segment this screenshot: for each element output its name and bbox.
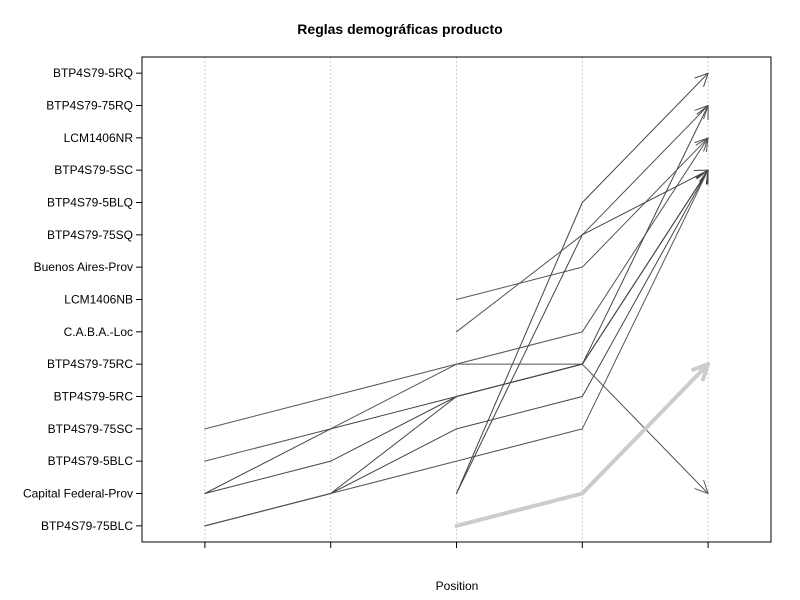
series-arrowhead bbox=[691, 362, 711, 382]
y-tick-label: LCM1406NR bbox=[64, 131, 134, 145]
x-axis bbox=[204, 542, 709, 548]
series-12 bbox=[454, 362, 711, 528]
y-tick-label: BTP4S79-5RC bbox=[54, 390, 134, 404]
series-11 bbox=[456, 169, 709, 494]
series-line bbox=[456, 137, 709, 300]
series-arrowhead bbox=[694, 72, 709, 87]
y-tick-label: BTP4S79-75RC bbox=[47, 357, 133, 371]
series-line bbox=[454, 362, 711, 528]
series-arrowhead bbox=[694, 137, 709, 152]
y-tick-label: BTP4S79-75SC bbox=[48, 422, 134, 436]
y-tick-label: BTP4S79-75SQ bbox=[47, 228, 133, 242]
series-line bbox=[204, 137, 709, 462]
y-tick-label: BTP4S79-5SC bbox=[54, 163, 133, 177]
series-arrowhead bbox=[694, 105, 709, 120]
series-line bbox=[204, 169, 709, 527]
y-tick-label: BTP4S79-5RQ bbox=[53, 66, 133, 80]
series-arrowhead bbox=[694, 479, 709, 494]
y-tick-label: C.A.B.A.-Loc bbox=[64, 325, 133, 339]
y-tick-label: BTP4S79-75RQ bbox=[46, 99, 133, 113]
y-tick-label: LCM1406NB bbox=[64, 293, 133, 307]
y-axis: BTP4S79-75BLC Capital Federal-Prov BTP4S79… bbox=[23, 66, 142, 533]
x-axis-title: Position bbox=[436, 579, 479, 593]
y-tick-label: BTP4S79-5BLQ bbox=[47, 196, 133, 210]
chart-title: Reglas demográficas producto bbox=[297, 21, 502, 37]
series-8 bbox=[456, 137, 709, 300]
series-layer bbox=[204, 72, 711, 528]
y-tick-label: BTP4S79-5BLC bbox=[48, 454, 134, 468]
y-tick-label: Buenos Aires-Prov bbox=[34, 260, 133, 274]
y-tick-label: BTP4S79-75BLC bbox=[41, 519, 133, 533]
series-line bbox=[456, 169, 709, 494]
series-line bbox=[456, 72, 709, 494]
y-tick-label: Capital Federal-Prov bbox=[23, 487, 133, 501]
series-10 bbox=[456, 72, 709, 494]
series-arrowhead bbox=[693, 169, 709, 182]
